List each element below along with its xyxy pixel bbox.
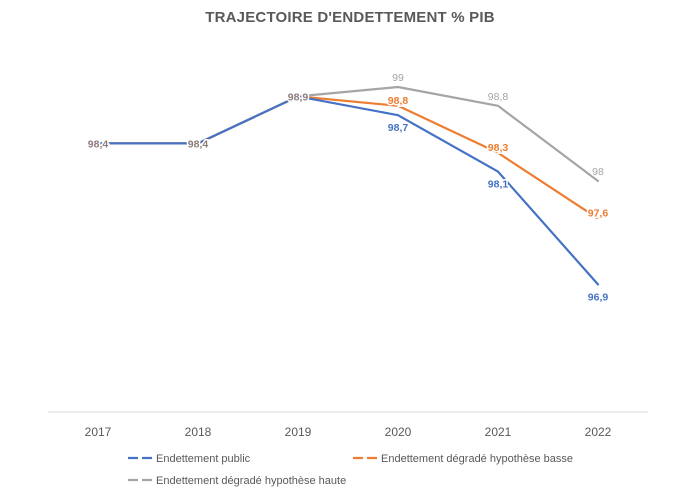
data-label-s2-2017: 98,4 bbox=[88, 138, 109, 150]
x-tick-label-2018: 2018 bbox=[185, 425, 212, 439]
x-tick-label-2022: 2022 bbox=[585, 425, 612, 439]
data-label-s1-2020: 98,8 bbox=[388, 95, 409, 107]
data-label-s2-2018: 98,4 bbox=[188, 138, 209, 150]
x-tick-label-2020: 2020 bbox=[385, 425, 412, 439]
x-tick-label-2019: 2019 bbox=[285, 425, 312, 439]
data-label-s2-2019: 98,9 bbox=[288, 91, 309, 103]
data-label-s1-2021: 98,3 bbox=[488, 142, 509, 154]
legend-label-2: Endettement dégradé hypothèse haute bbox=[156, 475, 346, 487]
x-tick-label-2021: 2021 bbox=[485, 425, 512, 439]
legend-label-1: Endettement dégradé hypothèse basse bbox=[381, 453, 573, 465]
data-label-s2-2021: 98,8 bbox=[488, 91, 509, 103]
data-label-s2-2022: 98 bbox=[592, 166, 604, 178]
data-label-s0-2021: 98,1 bbox=[488, 179, 509, 191]
data-label-s2-2020: 99 bbox=[392, 72, 404, 84]
data-label-s0-2020: 98,7 bbox=[388, 122, 409, 134]
data-label-s1-2022: 97,6 bbox=[588, 208, 609, 220]
legend-label-0: Endettement public bbox=[156, 453, 251, 465]
data-label-s0-2022: 96,9 bbox=[588, 291, 609, 303]
chart-title: TRAJECTOIRE D'ENDETTEMENT % PIB bbox=[205, 9, 495, 26]
x-tick-label-2017: 2017 bbox=[85, 425, 112, 439]
series-line-0 bbox=[96, 95, 600, 286]
